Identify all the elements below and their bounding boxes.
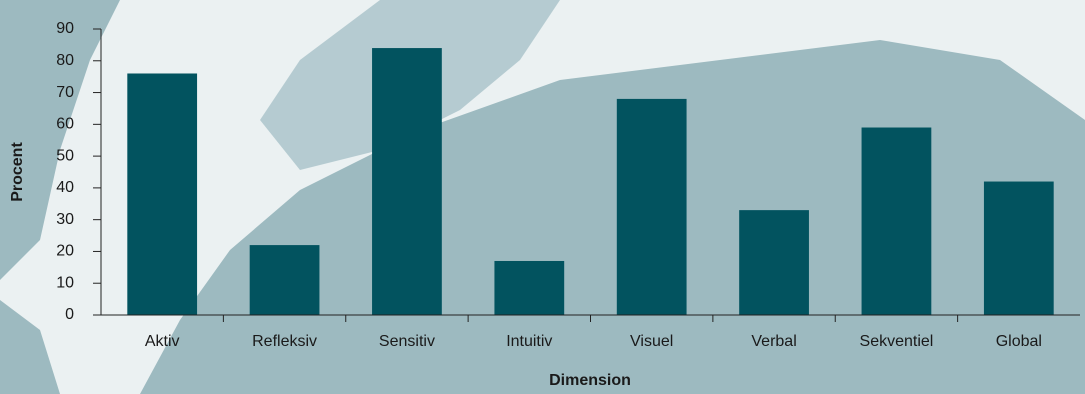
x-tick-label: Verbal xyxy=(751,333,796,350)
page: Procent Dimension 0 10 20 30 40 50 60 70 80 90 Akt… xyxy=(0,0,1085,394)
bar xyxy=(617,99,687,315)
y-tick-label: 30 xyxy=(56,211,74,228)
y-tick-label: 10 xyxy=(56,274,74,291)
bar xyxy=(250,245,320,315)
y-axis-label: Procent xyxy=(9,142,26,202)
bar xyxy=(372,48,442,315)
y-tick-label: 90 xyxy=(56,20,74,37)
x-tick-label: Global xyxy=(996,333,1042,350)
y-tick-label: 60 xyxy=(56,116,74,133)
bar xyxy=(739,210,809,315)
y-tick-label: 50 xyxy=(56,147,74,164)
x-tick-label: Visuel xyxy=(630,333,673,350)
x-tick-label: Intuitiv xyxy=(506,333,552,350)
bar xyxy=(984,182,1054,315)
bar xyxy=(494,261,564,315)
y-tick-label: 20 xyxy=(56,243,74,260)
chart: Procent Dimension 0 10 20 30 40 50 60 70 80 90 Akt… xyxy=(0,0,1085,394)
y-tick-label: 40 xyxy=(56,179,74,196)
x-tick-label: Refleksiv xyxy=(252,333,317,350)
x-tick-label: Sensitiv xyxy=(379,333,435,350)
x-axis-label: Dimension xyxy=(549,372,631,389)
x-tick-label: Sekventiel xyxy=(860,333,934,350)
y-tick-label: 0 xyxy=(65,306,74,323)
y-tick-label: 70 xyxy=(56,84,74,101)
x-tick-label: Aktiv xyxy=(145,333,180,350)
y-tick-label: 80 xyxy=(56,52,74,69)
bar xyxy=(127,73,197,315)
bar xyxy=(862,128,932,315)
